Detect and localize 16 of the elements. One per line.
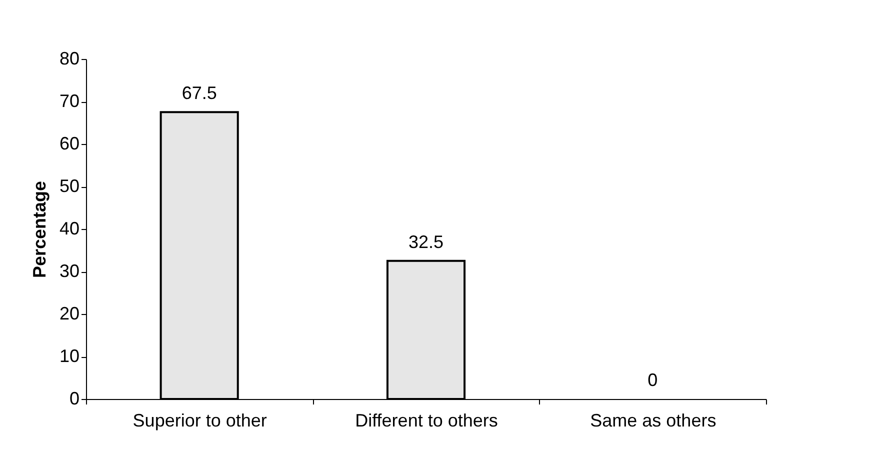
y-tick-label: 0 — [69, 388, 80, 408]
data-label: 0 — [648, 370, 658, 390]
data-label: 32.5 — [408, 232, 444, 252]
data-label: 67.5 — [182, 83, 217, 104]
y-tick-label: 20 — [59, 304, 80, 324]
x-tick-label: Same as others — [590, 410, 716, 430]
y-tick-label: 80 — [59, 48, 80, 68]
y-tick-label: 70 — [59, 91, 80, 111]
y-tick-label: 30 — [59, 261, 80, 281]
y-axis-title: Percentage — [29, 180, 50, 278]
y-tick-label: 60 — [59, 134, 80, 154]
y-tick-label: 50 — [59, 176, 80, 196]
y-tick-label: 10 — [59, 346, 80, 366]
y-tick-label: 40 — [59, 218, 80, 238]
x-tick-label: Different to others — [355, 410, 498, 430]
x-tick-label: Superior to other — [132, 410, 267, 430]
